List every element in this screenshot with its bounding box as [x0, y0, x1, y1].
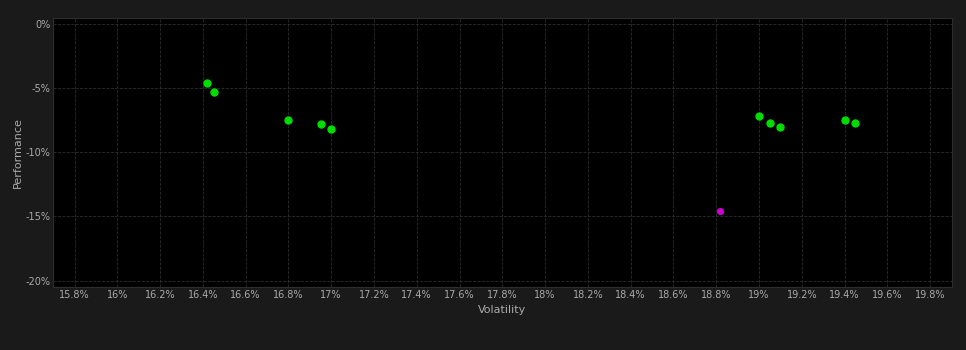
Point: [199, 80, 214, 86]
Point: [281, 117, 297, 123]
Point: [206, 89, 221, 95]
X-axis label: Volatility: Volatility: [478, 305, 526, 315]
Point: [847, 120, 863, 126]
Point: [752, 113, 767, 119]
Point: [762, 120, 778, 126]
Point: [773, 124, 788, 130]
Point: [324, 126, 339, 132]
Point: [313, 121, 328, 127]
Y-axis label: Performance: Performance: [13, 117, 22, 188]
Point: [713, 209, 728, 214]
Point: [837, 117, 852, 123]
